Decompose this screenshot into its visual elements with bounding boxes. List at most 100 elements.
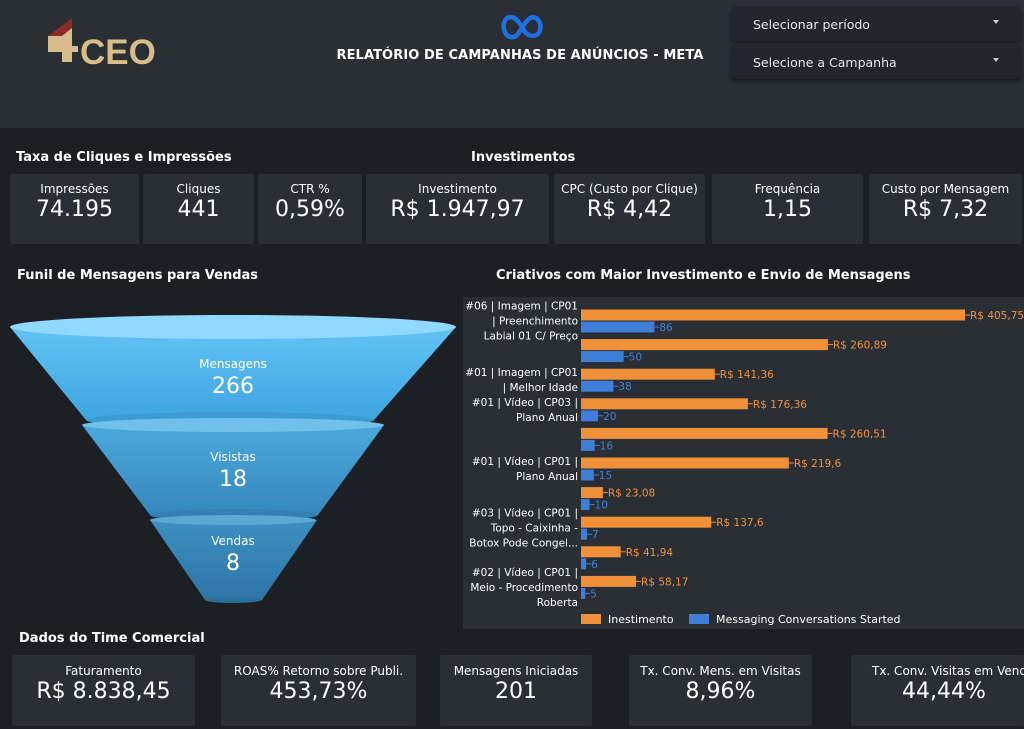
category-label: #01 | Vídeo | CP03 | [472,397,578,409]
bar-value-label-messages: 16 [600,440,614,452]
kpi-label: Cliques [176,182,221,196]
bar-value-label-investment: R$ 58,17 [641,576,688,588]
category-label: Roberta [537,597,578,609]
kpi-card-frequency: Frequência 1,15 [712,174,863,244]
bar-value-label-messages: 38 [618,381,631,393]
sales-label: Tx. Conv. Visitas em Vendas [872,664,1024,678]
bar-investment [581,487,603,499]
sales-label: Faturamento [65,664,142,678]
kpi-label: Custo por Mensagem [881,182,1010,196]
legend-label-investment: Inestimento [608,613,674,626]
bar-investment [581,339,828,351]
section-title-investments: Investimentos [471,150,576,165]
kpi-card-ctr: CTR % 0,59% [258,174,362,244]
kpi-value: R$ 4,42 [586,197,673,222]
legend-swatch-investment [581,614,601,624]
ceo-logo: CEO [48,18,183,72]
legend-label-messages: Messaging Conversations Started [716,613,901,626]
bar-value-label-investment: R$ 23,08 [608,488,655,500]
bar-value-label-investment: R$ 41,94 [626,547,674,559]
kpi-label: Frequência [754,182,821,196]
kpi-label: Investimento [418,182,497,196]
kpi-card-cost-per-message: Custo por Mensagem R$ 7,32 [869,174,1022,244]
kpi-card-cpc: CPC (Custo por Clique) R$ 4,42 [554,174,705,244]
bar-investment [581,427,828,439]
category-label: Meio - Procedimento [470,582,578,594]
sales-value: 201 [495,679,537,704]
category-label: Topo - Caixinha - [490,523,579,535]
sales-value: 453,73% [269,679,368,704]
kpi-value: 441 [177,197,220,222]
category-label: #01 | Vídeo | CP01 | [472,456,578,468]
bar-investment [581,309,965,321]
sales-card-conv-sales: Tx. Conv. Visitas em Vendas 44,44% [851,655,1024,726]
category-label: #01 | Imagem | CP01 [465,367,578,379]
bar-value-label-investment: R$ 260,51 [833,428,887,440]
bar-value-label-investment: R$ 405,75 [970,310,1024,322]
bar-value-label-investment: R$ 260,89 [833,340,887,352]
bar-messages [581,528,587,540]
bar-value-label-investment: R$ 176,36 [753,399,807,411]
bar-value-label-investment: R$ 137,6 [716,517,764,529]
header-bar: CEO RELATÓRIO DE CAMPANHAS DE ANÚNCIOS -… [0,0,1024,128]
funnel-label-visits: Visistas [210,450,255,464]
kpi-label: CTR % [290,182,330,196]
logo-text: CEO [80,33,156,72]
period-select-label: Selecionar período [753,16,870,32]
creatives-bar-chart: R$ 405,75 86 #06 | Imagem | CP01 | Preenchi… [463,297,1024,629]
bar-messages [581,558,587,570]
sales-value: 44,44% [902,679,986,704]
bar-investment [581,516,712,528]
funnel-value-sales: 8 [226,551,240,576]
category-label: #03 | Vídeo | CP01 | [472,508,578,520]
section-title-sales-team: Dados do Time Comercial [19,631,205,646]
bar-value-label-messages: 20 [603,411,616,423]
bar-messages [581,410,599,422]
bar-investment [581,457,789,469]
bar-value-label-messages: 5 [590,588,597,600]
section-title-funnel: Funil de Mensagens para Vendas [17,268,259,283]
bar-value-label-messages: 86 [659,322,673,334]
bar-messages [581,439,595,451]
bar-value-label-messages: 10 [595,500,608,512]
kpi-label: CPC (Custo por Clique) [561,182,698,196]
period-select[interactable]: Selecionar período [731,7,1021,41]
kpi-value: 74.195 [36,197,113,222]
bar-value-label-investment: R$ 141,36 [720,369,774,381]
bar-messages [581,380,614,392]
chevron-down-icon [993,58,999,62]
bar-investment [581,398,748,410]
bar-messages [581,587,586,599]
bar-messages [581,321,655,333]
funnel-value-visits: 18 [219,467,247,492]
sales-card-conv-visits: Tx. Conv. Mens. em Visitas 8,96% [629,655,812,726]
bar-investment [581,575,637,587]
bar-investment [581,546,621,558]
sales-label: Tx. Conv. Mens. em Visitas [640,664,801,678]
kpi-value: R$ 7,32 [902,197,989,222]
sales-label: Mensagens Iniciadas [453,664,579,678]
sales-value: 8,96% [685,679,756,704]
bar-value-label-messages: 15 [599,470,612,482]
kpi-label: Impressões [40,182,109,196]
funnel-stage-messages [10,315,456,428]
bar-messages [581,469,594,481]
funnel-label-sales: Vendas [211,534,255,548]
meta-logo-icon [500,12,546,40]
category-label: | Melhor Idade [503,382,578,394]
bar-messages [581,351,624,363]
bar-value-label-messages: 7 [592,529,599,541]
legend-swatch-messages [689,614,709,624]
kpi-value: 1,15 [763,197,812,222]
campaign-select[interactable]: Selecione a Campanha [731,45,1021,79]
campaign-select-label: Selecione a Campanha [753,54,897,70]
bar-messages [581,499,590,511]
category-label: Labial 01 C/ Preço [484,331,578,343]
kpi-card-clicks: Cliques 441 [143,174,254,244]
kpi-value: 0,59% [275,197,345,222]
bar-value-label-messages: 6 [591,559,598,571]
sales-funnel: Mensagens 266 Visistas 18 Vendas 8 [0,300,465,610]
kpi-value: R$ 1.947,97 [390,197,525,222]
kpi-card-impressions: Impressões 74.195 [10,174,139,244]
section-title-clicks: Taxa de Cliques e Impressões [16,150,232,165]
